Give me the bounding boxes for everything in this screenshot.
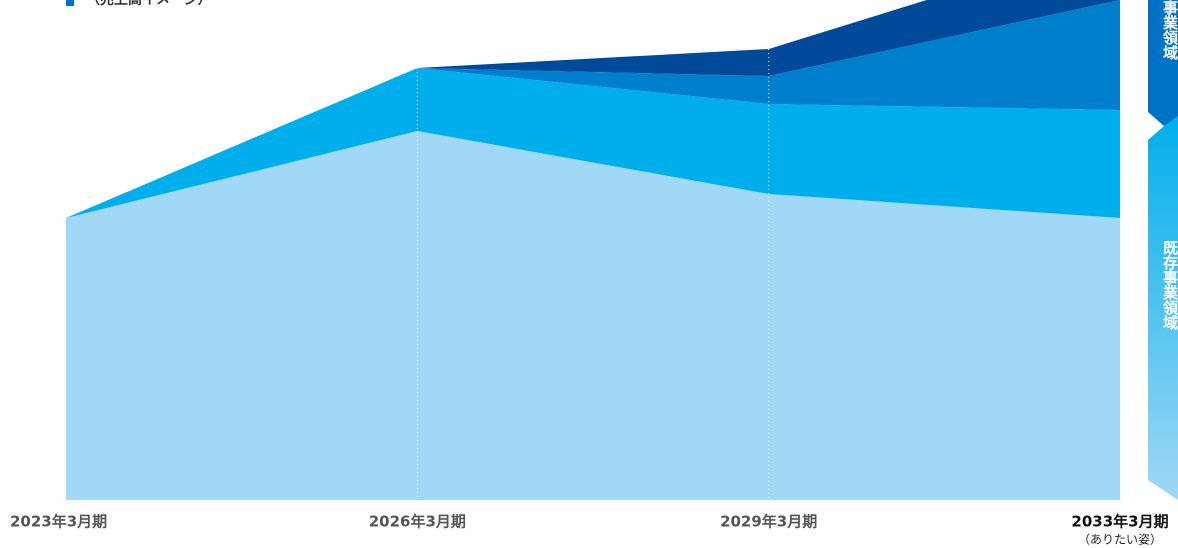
x-tick-note: （ありたい姿）	[1078, 533, 1162, 547]
annotation: 既存事業領域	[1161, 240, 1178, 331]
subtitle: （売上高イメージ）	[86, 0, 212, 8]
x-tick-label: 2026年3月期	[369, 513, 466, 531]
x-tick-label: 2033年3月期	[1071, 513, 1168, 531]
area	[66, 131, 1120, 500]
area	[66, 0, 1120, 218]
plot	[66, 0, 1120, 500]
tab-new	[1148, 0, 1178, 140]
annotation: 新規事業領域	[1161, 0, 1178, 61]
tab-existing	[1148, 116, 1178, 500]
subtitle-marker	[66, 0, 74, 6]
x-tick-label: 2029年3月期	[720, 513, 817, 531]
x-tick-label: 2023年3月期	[10, 513, 107, 531]
